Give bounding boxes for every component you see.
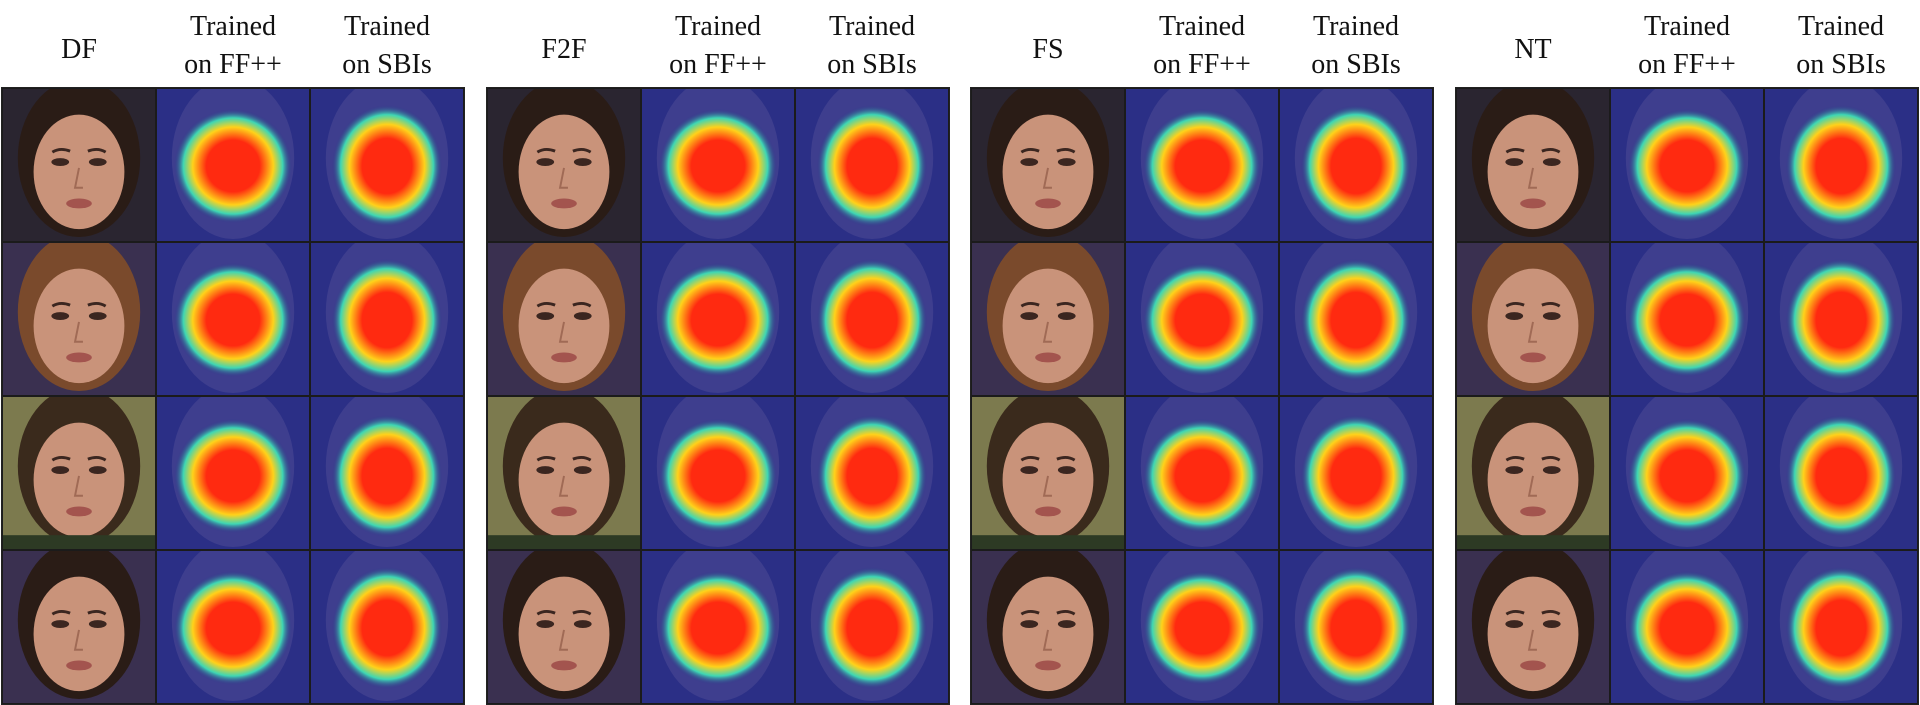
column-label-ffpp: Trained on FF++ <box>1638 11 1736 80</box>
face-image <box>2 550 156 704</box>
face-image <box>2 242 156 396</box>
panel-fs: FS Trained on FF++ Trained on SBIs <box>970 0 1434 705</box>
heatmap-sbis <box>1279 88 1433 242</box>
heatmap-sbis <box>310 88 464 242</box>
method-label: FS <box>1032 34 1064 65</box>
heatmap-sbis <box>310 242 464 396</box>
heatmap-ffpp <box>1610 396 1764 550</box>
method-label: F2F <box>541 34 587 65</box>
heatmap-ffpp <box>641 396 795 550</box>
column-label-ffpp: Trained on FF++ <box>1153 11 1251 80</box>
face-image <box>971 88 1125 242</box>
method-label: NT <box>1514 34 1552 65</box>
heatmap-sbis <box>1279 242 1433 396</box>
heatmap-ffpp <box>1610 242 1764 396</box>
column-label-ffpp: Trained on FF++ <box>669 11 767 80</box>
panel-header: NT Trained on FF++ Trained on SBIs <box>1456 8 1918 88</box>
heatmap-ffpp <box>156 550 310 704</box>
heatmap-ffpp <box>641 242 795 396</box>
image-grid <box>1455 87 1919 705</box>
heatmap-sbis <box>1764 396 1918 550</box>
heatmap-sbis <box>1764 242 1918 396</box>
heatmap-sbis <box>795 242 949 396</box>
heatmap-ffpp <box>1125 550 1279 704</box>
column-label-sbis: Trained on SBIs <box>1311 11 1401 80</box>
heatmap-ffpp <box>1610 550 1764 704</box>
column-label-ffpp: Trained on FF++ <box>184 11 282 80</box>
column-label-sbis: Trained on SBIs <box>827 11 917 80</box>
image-grid <box>1 87 465 705</box>
heatmap-ffpp <box>1125 396 1279 550</box>
heatmap-ffpp <box>1125 242 1279 396</box>
face-image <box>487 550 641 704</box>
image-grid <box>970 87 1434 705</box>
heatmap-ffpp <box>156 88 310 242</box>
face-image <box>2 88 156 242</box>
heatmap-sbis <box>795 550 949 704</box>
method-label: DF <box>61 34 97 65</box>
heatmap-sbis <box>1279 550 1433 704</box>
face-image <box>1456 242 1610 396</box>
face-image <box>487 396 641 550</box>
image-grid <box>486 87 950 705</box>
heatmap-sbis <box>310 396 464 550</box>
panel-header: F2F Trained on FF++ Trained on SBIs <box>487 8 949 88</box>
column-label-sbis: Trained on SBIs <box>1796 11 1886 80</box>
heatmap-sbis <box>795 88 949 242</box>
heatmap-ffpp <box>1610 88 1764 242</box>
face-image <box>1456 88 1610 242</box>
panel-header: DF Trained on FF++ Trained on SBIs <box>2 8 464 88</box>
face-image <box>487 242 641 396</box>
heatmap-sbis <box>1764 550 1918 704</box>
heatmap-ffpp <box>641 550 795 704</box>
panel-df: DF Trained on FF++ Trained on SBIs <box>1 0 465 705</box>
column-label-sbis: Trained on SBIs <box>342 11 432 80</box>
heatmap-sbis <box>1279 396 1433 550</box>
heatmap-ffpp <box>1125 88 1279 242</box>
face-image <box>1456 396 1610 550</box>
face-image <box>971 550 1125 704</box>
panel-nt: NT Trained on FF++ Trained on SBIs <box>1455 0 1919 705</box>
face-image <box>1456 550 1610 704</box>
face-image <box>971 396 1125 550</box>
heatmap-sbis <box>310 550 464 704</box>
heatmap-ffpp <box>156 242 310 396</box>
face-image <box>971 242 1125 396</box>
face-image <box>487 88 641 242</box>
heatmap-sbis <box>795 396 949 550</box>
panel-f2f: F2F Trained on FF++ Trained on SBIs <box>486 0 950 705</box>
heatmap-ffpp <box>156 396 310 550</box>
panel-header: FS Trained on FF++ Trained on SBIs <box>971 8 1433 88</box>
heatmap-ffpp <box>641 88 795 242</box>
face-image <box>2 396 156 550</box>
heatmap-sbis <box>1764 88 1918 242</box>
